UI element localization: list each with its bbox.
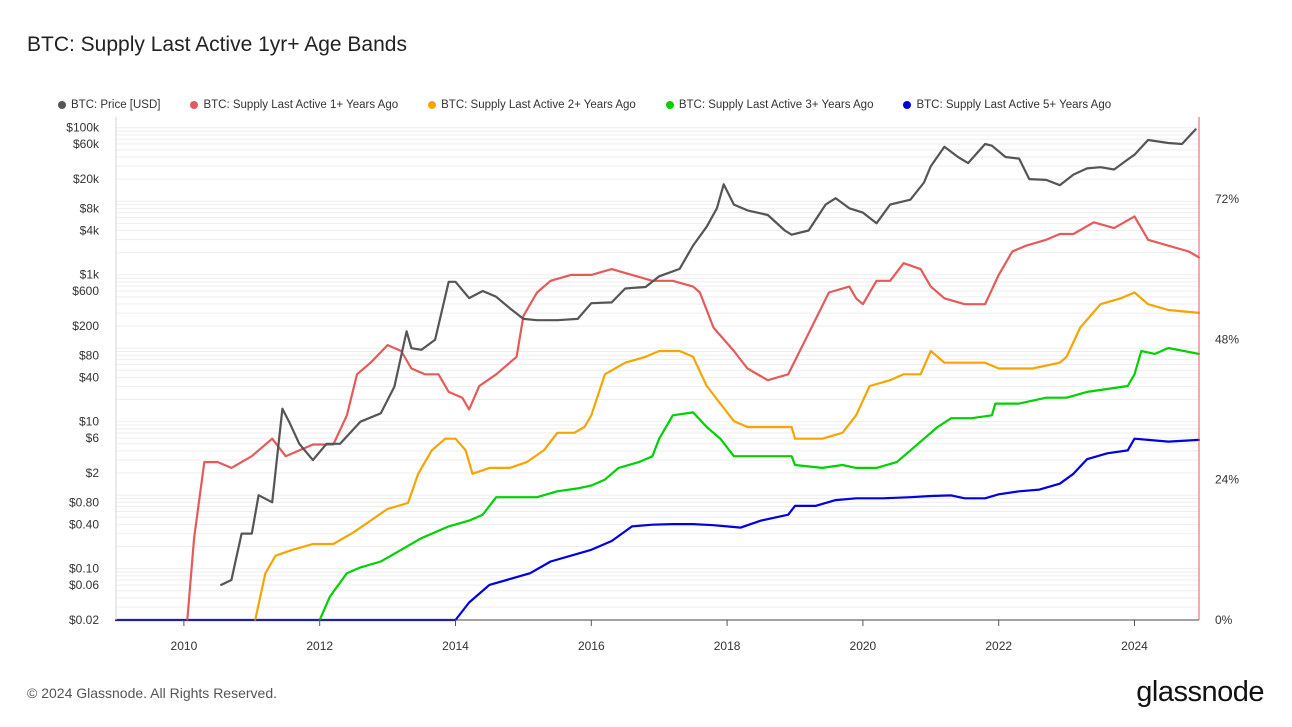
legend-item-3[interactable]: BTC: Supply Last Active 3+ Years Ago [665, 99, 874, 111]
y-left-tick-label: $60k [73, 137, 100, 151]
series-line-4 [114, 437, 1201, 622]
series-line-1 [186, 215, 1201, 622]
legend-dot-icon [58, 101, 66, 109]
x-tick-label: 2022 [985, 639, 1012, 653]
y-right-tick-label: 72% [1215, 192, 1239, 206]
x-tick-label: 2012 [306, 639, 333, 653]
y-right-tick-label: 48% [1215, 332, 1239, 346]
axes: $100k $60k $20k $8k $4k $1k $600 $200 $80 $40 $10 $… [66, 117, 1239, 653]
y-left-tick-label: $4k [80, 223, 100, 237]
series-line-3 [318, 346, 1201, 622]
series-lines [114, 128, 1201, 622]
copyright-text: © 2024 Glassnode. All Rights Reserved. [27, 685, 278, 701]
y-left-tick-label: $10 [79, 415, 99, 429]
y-left-tick-label: $200 [72, 319, 99, 333]
x-tick-label: 2010 [171, 639, 198, 653]
legend-label: BTC: Price [USD] [71, 99, 161, 111]
page-title: BTC: Supply Last Active 1yr+ Age Bands [27, 33, 407, 56]
x-tick-label: 2024 [1121, 639, 1148, 653]
y-left-tick-label: $20k [73, 172, 100, 186]
series-line-0 [220, 128, 1197, 586]
y-left-tick-label: $100k [66, 121, 100, 135]
legend-label: BTC: Supply Last Active 1+ Years Ago [203, 99, 399, 111]
x-tick-label: 2018 [714, 639, 741, 653]
y-right-tick-label: 24% [1215, 473, 1239, 487]
y-left-tick-label: $0.10 [69, 562, 99, 576]
legend-item-4[interactable]: BTC: Supply Last Active 5+ Years Ago [903, 99, 1111, 111]
y-left-tick-label: $600 [72, 284, 99, 298]
y-left-tick-label: $6 [86, 431, 100, 445]
legend-dot-icon [665, 101, 674, 109]
x-tick-label: 2014 [442, 639, 469, 653]
legend-item-0[interactable]: BTC: Price [USD] [58, 99, 160, 111]
y-left-tick-label: $0.02 [69, 613, 99, 627]
legend-dot-icon [903, 101, 912, 109]
x-tick-label: 2016 [578, 639, 605, 653]
legend-item-2[interactable]: BTC: Supply Last Active 2+ Years Ago [428, 99, 636, 111]
series-line-2 [254, 291, 1201, 622]
legend-label: BTC: Supply Last Active 5+ Years Ago [916, 99, 1112, 111]
y-left-tick-label: $0.06 [69, 578, 99, 592]
y-left-tick-label: $40 [79, 370, 99, 384]
legend-label: BTC: Supply Last Active 3+ Years Ago [678, 99, 874, 111]
legend-dot-icon [428, 101, 437, 109]
y-left-tick-label: $0.40 [69, 517, 99, 531]
y-left-tick-label: $80 [79, 348, 99, 362]
grid-lines [116, 127, 1199, 621]
y-left-tick-label: $0.80 [69, 495, 99, 509]
y-left-tick-label: $1k [80, 268, 100, 282]
legend-item-1[interactable]: BTC: Supply Last Active 1+ Years Ago [190, 99, 398, 111]
y-right-tick-label: 0% [1215, 613, 1233, 627]
legend-label: BTC: Supply Last Active 2+ Years Ago [441, 99, 636, 111]
glassnode-logo[interactable]: glassnode [1136, 676, 1264, 708]
chart-legend: BTC: Price [USD] BTC: Supply Last Active … [58, 99, 1141, 111]
x-tick-label: 2020 [850, 639, 877, 653]
y-left-tick-label: $2 [86, 466, 100, 480]
legend-dot-icon [190, 101, 199, 109]
y-left-tick-label: $8k [80, 201, 100, 215]
